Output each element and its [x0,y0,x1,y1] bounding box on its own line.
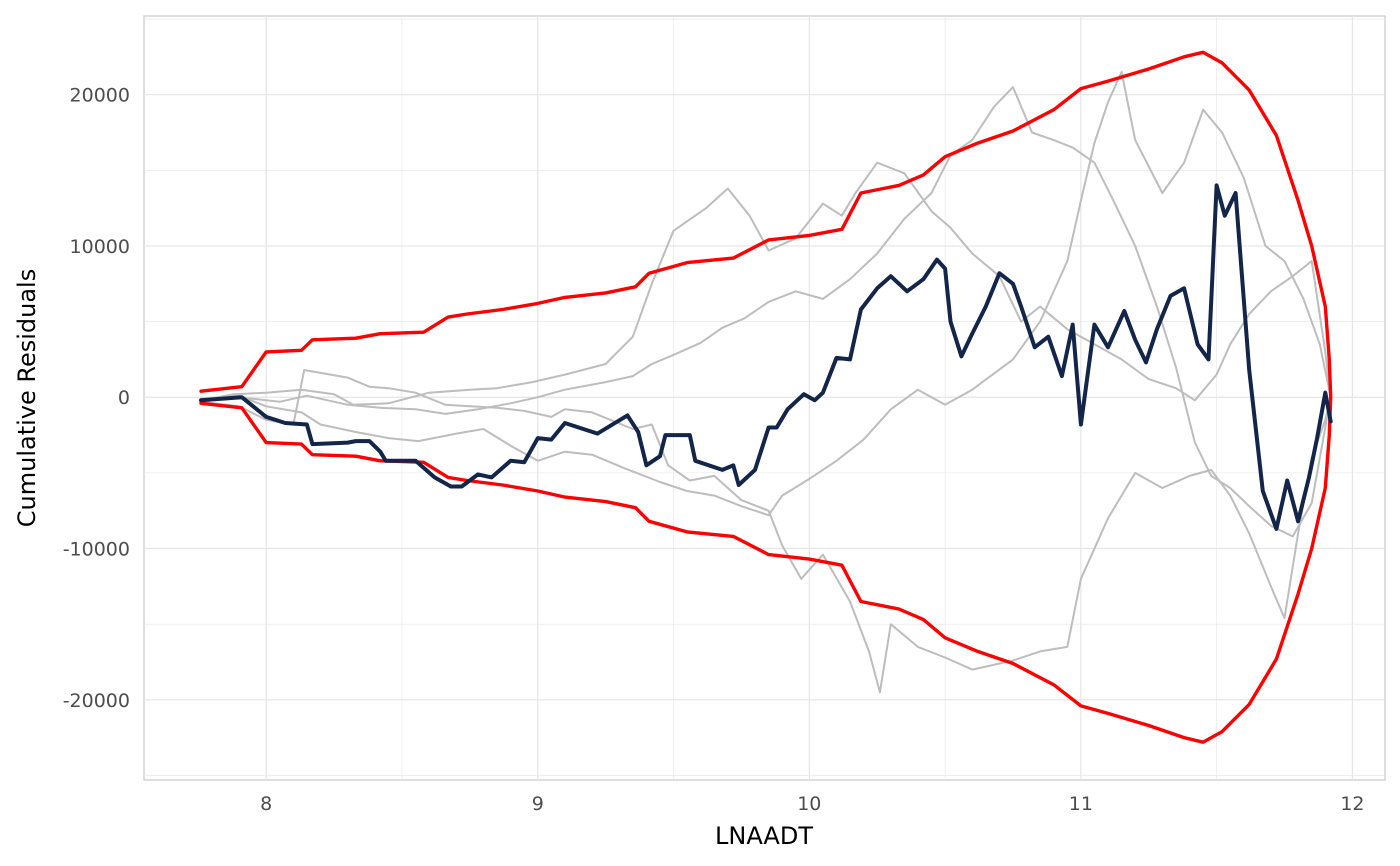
x-tick-label: 10 [797,793,821,815]
plot-panel [143,15,1386,781]
x-axis-title: LNAADT [715,822,813,850]
simulated-line [200,86,1332,538]
x-axis-ticks: 8 9 10 11 12 [260,793,1364,815]
observed-line [199,183,1333,531]
simulated-line [200,71,1332,517]
series-lines [199,50,1333,744]
y-tick-label: -20000 [63,690,130,712]
y-tick-label: 0 [118,387,130,409]
simulated-line [200,161,1332,406]
y-axis-title: Cumulative Residuals [13,269,41,527]
x-tick-label: 9 [532,793,544,815]
y-tick-label: -10000 [63,539,130,561]
x-tick-label: 12 [1340,793,1364,815]
y-axis-ticks: -20000 -10000 0 10000 20000 [63,85,130,712]
upper-bound-line [199,50,1333,399]
x-tick-label: 11 [1069,793,1093,815]
y-tick-label: 10000 [70,236,130,258]
x-tick-label: 8 [260,793,272,815]
y-tick-label: 20000 [70,85,130,107]
